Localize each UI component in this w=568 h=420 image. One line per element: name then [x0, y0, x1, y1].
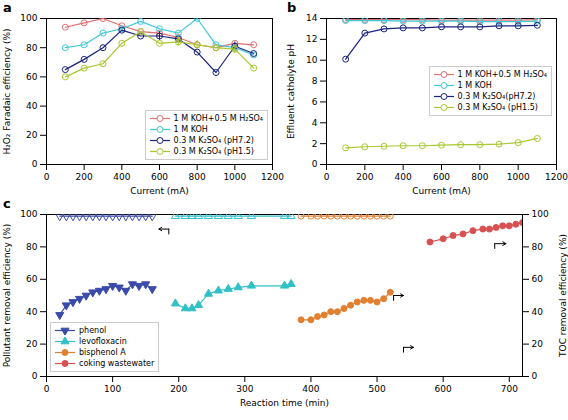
svg-text:0: 0 — [32, 159, 38, 169]
html-text:phenol: phenol — [79, 326, 107, 335]
html-text:levofloxacin: levofloxacin — [79, 337, 127, 346]
svg-text:1000: 1000 — [223, 172, 246, 182]
svg-text:600: 600 — [151, 172, 168, 182]
html-text:b: b — [287, 0, 297, 15]
svg-text:800: 800 — [471, 172, 488, 182]
svg-text:40: 40 — [26, 101, 38, 111]
svg-text:4: 4 — [312, 118, 318, 128]
svg-text:Pollutant removal efficiency (: Pollutant removal efficiency (%) — [2, 224, 12, 368]
svg-text:8: 8 — [312, 76, 318, 86]
svg-text:6: 6 — [312, 97, 318, 107]
svg-text:80: 80 — [26, 242, 38, 252]
svg-text:700: 700 — [501, 384, 518, 394]
svg-text:600: 600 — [435, 384, 452, 394]
svg-text:80: 80 — [532, 242, 544, 252]
svg-text:0: 0 — [324, 172, 330, 182]
svg-text:600: 600 — [433, 172, 450, 182]
svg-text:200: 200 — [356, 172, 373, 182]
svg-text:20: 20 — [26, 130, 38, 140]
svg-text:200: 200 — [76, 172, 93, 182]
svg-text:100: 100 — [20, 209, 37, 219]
html-text:1 M KOH: 1 M KOH — [173, 125, 208, 134]
svg-text:60: 60 — [26, 72, 38, 82]
svg-text:0: 0 — [312, 159, 318, 169]
svg-text:TOC removal efficiency (%): TOC removal efficiency (%) — [558, 234, 568, 358]
svg-text:500: 500 — [368, 384, 385, 394]
svg-text:60: 60 — [26, 274, 38, 284]
html-text:1 M KOH+0.5 M H₂SO₄: 1 M KOH+0.5 M H₂SO₄ — [173, 114, 263, 123]
html-text:0.3 M K₂SO₄(pH7.2): 0.3 M K₂SO₄(pH7.2) — [457, 92, 536, 101]
svg-text:1000: 1000 — [507, 172, 530, 182]
svg-text:80: 80 — [26, 43, 38, 53]
svg-text:20: 20 — [26, 339, 38, 349]
svg-text:14: 14 — [306, 13, 318, 23]
svg-text:Current (mA): Current (mA) — [412, 186, 471, 196]
svg-text:H₂O₂ Faradaic efficiency (%): H₂O₂ Faradaic efficiency (%) — [2, 28, 12, 154]
svg-text:400: 400 — [302, 384, 319, 394]
html-text:0.3 M K₂SO₄ (pH1.5): 0.3 M K₂SO₄ (pH1.5) — [457, 103, 538, 112]
svg-text:2: 2 — [312, 139, 318, 149]
html-text:0.3 M K₂SO₄ (pH1.5): 0.3 M K₂SO₄ (pH1.5) — [173, 147, 254, 156]
svg-text:Effluent catholyte pH: Effluent catholyte pH — [286, 44, 296, 139]
svg-text:40: 40 — [26, 307, 38, 317]
html-text:a: a — [3, 0, 12, 15]
html-text:1 M KOH+0.5 M H₂SO₄: 1 M KOH+0.5 M H₂SO₄ — [457, 70, 547, 79]
svg-text:800: 800 — [189, 172, 206, 182]
svg-text:0: 0 — [532, 371, 538, 381]
svg-text:Current (mA): Current (mA) — [130, 186, 189, 196]
html-text:0.3 M K₂SO₄ (pH7.2): 0.3 M K₂SO₄ (pH7.2) — [173, 136, 254, 145]
svg-text:0: 0 — [32, 371, 38, 381]
svg-text:0: 0 — [44, 172, 50, 182]
svg-text:12: 12 — [306, 34, 317, 44]
html-text:1 M KOH: 1 M KOH — [457, 81, 492, 90]
svg-text:100: 100 — [20, 13, 37, 23]
svg-text:40: 40 — [532, 307, 544, 317]
html-text:coking wastewater: coking wastewater — [79, 359, 155, 368]
svg-text:100: 100 — [104, 384, 121, 394]
html-text:c: c — [3, 196, 11, 211]
svg-text:1200: 1200 — [261, 172, 284, 182]
svg-text:100: 100 — [532, 209, 549, 219]
svg-text:200: 200 — [170, 384, 187, 394]
svg-text:1200: 1200 — [545, 172, 568, 182]
html-text:bisphenol A: bisphenol A — [79, 348, 126, 357]
svg-text:20: 20 — [532, 339, 544, 349]
svg-text:60: 60 — [532, 274, 544, 284]
svg-text:400: 400 — [395, 172, 412, 182]
svg-text:10: 10 — [306, 55, 318, 65]
svg-text:300: 300 — [236, 384, 253, 394]
svg-text:0: 0 — [44, 384, 50, 394]
svg-text:400: 400 — [113, 172, 130, 182]
svg-text:Reaction time (min): Reaction time (min) — [240, 398, 329, 408]
